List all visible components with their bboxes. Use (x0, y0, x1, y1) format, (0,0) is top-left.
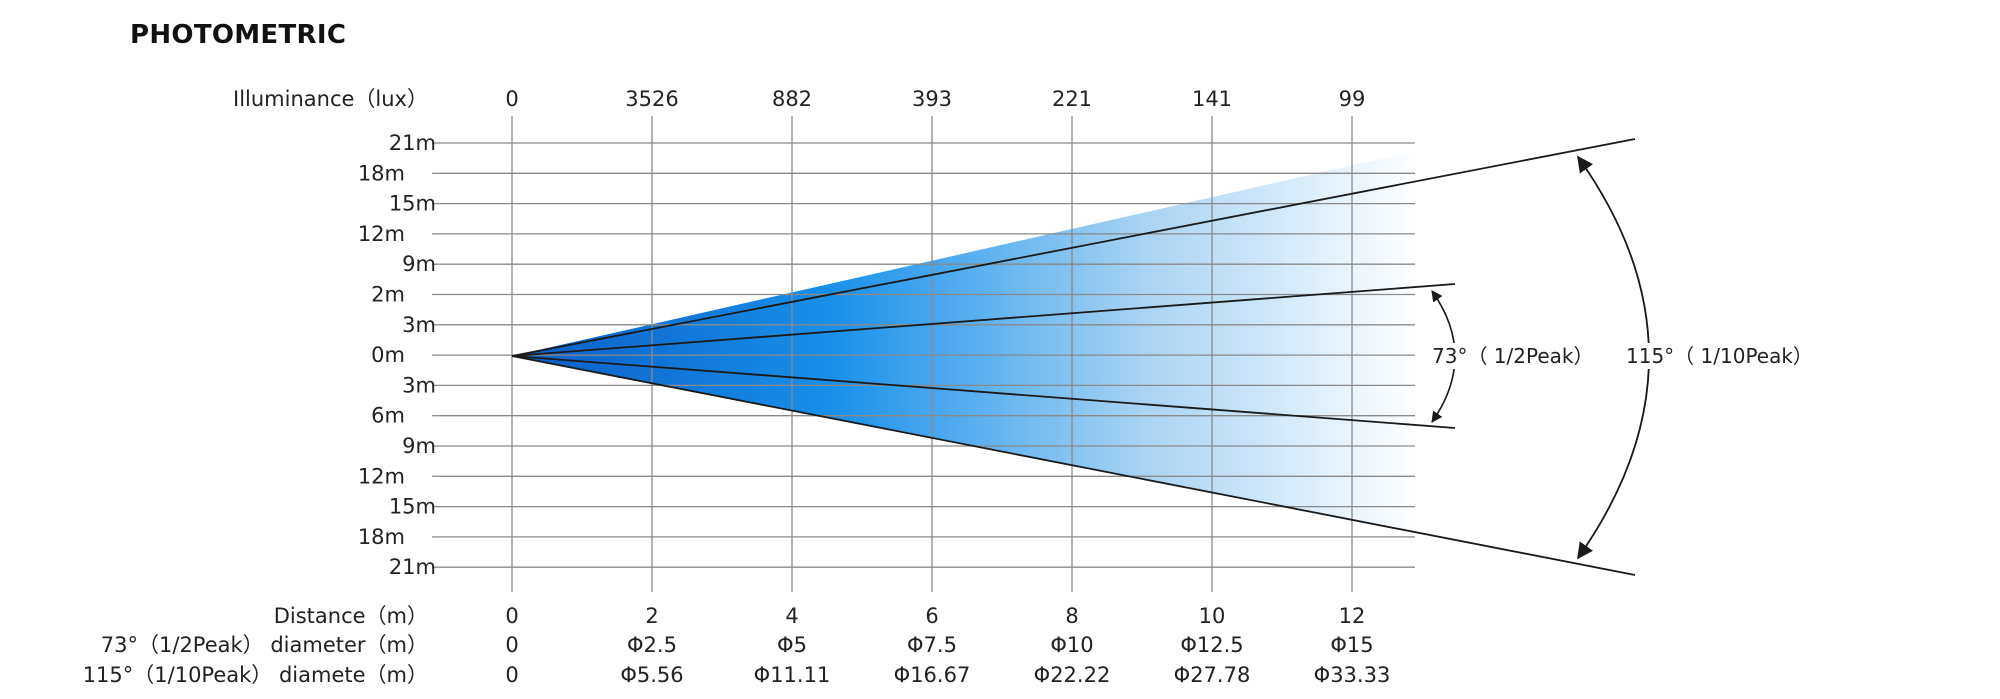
distance-value: 4 (785, 604, 798, 628)
beam-edge-top-50pct (511, 283, 1456, 357)
distance-value: 10 (1199, 604, 1226, 628)
distance-value: 2 (645, 604, 658, 628)
illuminance-value: 3526 (625, 87, 678, 111)
tenth-peak-diameter-values: 0 Φ5.56 Φ11.11 Φ16.67 Φ22.22 Φ27.78 Φ33.33 (505, 663, 1390, 687)
illuminance-value: 99 (1339, 87, 1366, 111)
illuminance-values: 0 3526 882 393 221 141 99 (505, 87, 1365, 111)
y-axis-label: 9m (402, 252, 436, 276)
tenth-peak-diameter-value: Φ33.33 (1314, 663, 1391, 687)
distance-value: 12 (1339, 604, 1366, 628)
illuminance-value: 221 (1052, 87, 1092, 111)
distance-value: 8 (1065, 604, 1078, 628)
y-axis-label: 15m (389, 495, 436, 519)
illuminance-label: Illuminance（lux） (233, 87, 428, 111)
illuminance-value: 141 (1192, 87, 1232, 111)
tenth-peak-diameter-value: 0 (505, 663, 518, 687)
y-axis-label: 3m (402, 313, 436, 337)
half-peak-diameter-value: Φ12.5 (1180, 633, 1243, 657)
half-peak-diameter-value: Φ15 (1330, 633, 1373, 657)
tenth-peak-diameter-value: Φ22.22 (1034, 663, 1111, 687)
distance-label: Distance（m） (274, 604, 428, 628)
tenth-peak-diameter-value: Φ5.56 (620, 663, 683, 687)
half-peak-diameter-value: Φ10 (1050, 633, 1093, 657)
y-axis-label: 18m (358, 525, 405, 549)
y-axis-label: 21m (389, 555, 436, 579)
y-axis-label: 12m (358, 222, 405, 246)
tenth-peak-angle-label: 115°（ 1/10Peak） (1626, 344, 1813, 368)
tenth-peak-diameter-label: 115°（1/10Peak） diamete（m） (83, 663, 428, 687)
beam-fill (512, 150, 1420, 533)
distance-values: 0 2 4 6 8 10 12 (505, 604, 1365, 628)
y-axis-label: 21m (389, 131, 436, 155)
half-peak-diameter-value: Φ5 (777, 633, 807, 657)
tenth-peak-diameter-value: Φ16.67 (894, 663, 971, 687)
vertical-grid (511, 116, 1353, 592)
distance-value: 0 (505, 604, 518, 628)
y-axis-label: 15m (389, 192, 436, 216)
illuminance-value: 0 (505, 87, 518, 111)
half-peak-diameter-value: 0 (505, 633, 518, 657)
half-peak-diameter-label: 73°（1/2Peak） diameter（m） (101, 633, 428, 657)
illuminance-value: 882 (772, 87, 812, 111)
y-axis-label: 3m (402, 373, 436, 397)
y-axis-label: 0m (371, 343, 405, 367)
y-axis-label: 2m (371, 283, 405, 307)
half-peak-label-bg (1428, 343, 1588, 369)
horizontal-grid (432, 142, 1415, 568)
distance-value: 6 (925, 604, 938, 628)
tenth-peak-diameter-value: Φ11.11 (754, 663, 831, 687)
page-title: PHOTOMETRIC (130, 20, 347, 50)
y-axis-label: 6m (371, 404, 405, 428)
beam-edge-bottom-50pct (511, 355, 1456, 429)
illuminance-value: 393 (912, 87, 952, 111)
half-peak-diameter-value: Φ7.5 (907, 633, 957, 657)
y-axis-label: 12m (358, 464, 405, 488)
half-peak-diameter-value: Φ2.5 (627, 633, 677, 657)
tenth-peak-diameter-value: Φ27.78 (1174, 663, 1251, 687)
tenth-peak-label-bg (1622, 343, 1812, 369)
half-peak-angle-label: 73°（ 1/2Peak） (1432, 344, 1593, 368)
beam-edge-bottom-10pct (511, 355, 1636, 576)
half-peak-diameter-values: 0 Φ2.5 Φ5 Φ7.5 Φ10 Φ12.5 Φ15 (505, 633, 1373, 657)
y-axis-labels: 21m 18m 15m 12m 9m 2m 3m 0m 3m 6m 9m 12m 15m 18m 21m (358, 131, 436, 579)
y-axis-label: 9m (402, 434, 436, 458)
y-axis-label: 18m (358, 161, 405, 185)
beam-edge-top-10pct (511, 138, 1636, 357)
